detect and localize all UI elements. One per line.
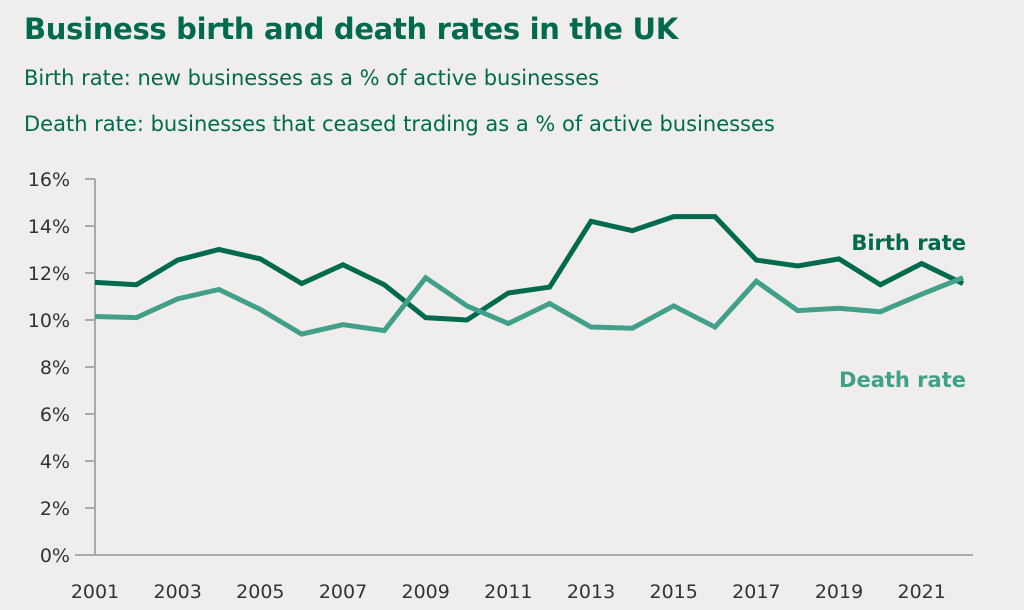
y-tick-label: 2% [40,498,70,520]
series-line-death-rate [94,274,964,337]
x-tick-label: 2015 [649,581,697,603]
y-tick-label: 4% [40,451,70,473]
y-tick-label: 6% [40,404,70,426]
x-tick-label: 2011 [484,581,532,603]
y-tick-label: 0% [40,545,70,567]
x-tick-label: 2017 [732,581,780,603]
y-tick-label: 16% [28,169,70,191]
x-tick-label: 2021 [897,581,945,603]
series-label-birth-rate: Birth rate [851,231,966,255]
chart-title: Business birth and death rates in the UK [24,12,678,46]
y-tick-label: 8% [40,357,70,379]
x-tick-label: 2001 [71,581,119,603]
y-tick-label: 12% [28,263,70,285]
subtitle-birth: Birth rate: new businesses as a % of act… [24,66,600,90]
series-label-death-rate: Death rate [839,368,966,392]
x-tick-label: 2013 [567,581,615,603]
x-tick-label: 2009 [401,581,449,603]
x-tick-label: 2019 [815,581,863,603]
x-tick-label: 2005 [236,581,284,603]
y-tick-label: 10% [28,310,70,332]
y-tick-label: 14% [28,216,70,238]
series-line-birth-rate [94,214,965,323]
x-tick-label: 2003 [153,581,201,603]
x-tick-label: 2007 [319,581,367,603]
subtitle-death: Death rate: businesses that ceased tradi… [24,112,775,136]
